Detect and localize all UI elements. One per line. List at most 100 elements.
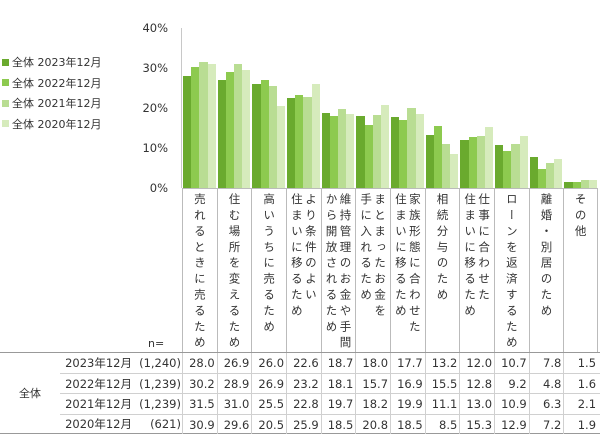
legend-swatch-icon: [2, 120, 9, 128]
table-cell: 7.2: [528, 414, 564, 434]
category-label-text: 維持管理のお金や手間 から開放されるため: [324, 189, 352, 353]
table-cell: 15.7: [355, 374, 390, 394]
bar: [260, 80, 269, 188]
chart-legend: 全体 2023年12月 全体 2022年12月 全体 2021年12月全体 2020…: [2, 52, 102, 134]
table-cell: 18.7: [320, 353, 356, 374]
bar: [580, 179, 589, 188]
bar-group: [494, 28, 529, 188]
category-label: ローンを返済するため: [494, 189, 529, 353]
y-tick-40: 40%: [142, 21, 168, 35]
table-cell: 11.1: [424, 394, 460, 414]
y-axis-line: [181, 28, 182, 188]
bar: [346, 114, 355, 188]
row-period: 2023年12月: [65, 356, 132, 371]
table-cell: 16.9: [390, 374, 425, 394]
legend-swatch-icon: [2, 99, 9, 107]
bar: [217, 80, 226, 188]
category-label-line: より条件のよい: [303, 193, 318, 305]
legend-label: 全体 2022年12月: [12, 76, 102, 90]
table-cell: 31.5: [182, 394, 217, 414]
table-cell: 15.3: [459, 414, 494, 434]
bar: [450, 154, 459, 188]
table-cell: 6.3: [528, 394, 564, 414]
category-label-text: ローンを返済するため: [505, 189, 519, 353]
bar-group: [217, 28, 252, 188]
table-cell: 30.9: [182, 414, 217, 434]
table-cell: 18.1: [320, 374, 356, 394]
category-label: より条件のよい 住まいに移るため: [286, 189, 321, 353]
bar: [468, 136, 477, 188]
group-label: 全体: [19, 387, 41, 400]
table-cell: 18.0: [355, 353, 390, 374]
bar: [199, 62, 208, 188]
n-label: n=: [148, 337, 165, 350]
bar: [564, 182, 573, 188]
category-label: 離婚・別居のため: [528, 189, 564, 353]
legend-item: 全体 2023年12月: [2, 52, 102, 73]
bar-group: [563, 28, 598, 188]
table-cell: 19.9: [390, 394, 425, 414]
table-cell: 13.0: [459, 394, 494, 414]
category-label-line: 相続分与のため: [435, 193, 450, 305]
table-cell: 18.5: [390, 414, 425, 434]
legend-item: 全体 2020年12月: [2, 114, 102, 135]
bar: [252, 84, 261, 188]
bar: [554, 159, 563, 188]
bar: [311, 84, 320, 188]
table-cell: 12.8: [459, 374, 494, 394]
bar: [183, 76, 192, 188]
table-cell: 30.2: [182, 374, 217, 394]
bar: [321, 113, 330, 188]
table-cell: 15.5: [424, 374, 460, 394]
legend-swatch-icon: [2, 58, 9, 66]
category-label-line: ローンを返済するため: [504, 193, 519, 352]
category-label-text: 離婚・別居のため: [539, 189, 553, 353]
bar-group: [425, 28, 460, 188]
table-cell: 17.7: [390, 353, 425, 374]
row-n: (1,239): [139, 396, 181, 411]
table-cell: 20.8: [355, 414, 390, 434]
bar: [234, 64, 243, 188]
category-label: 売れるときに売るため: [182, 189, 217, 353]
category-label-text: その他: [574, 189, 588, 353]
y-tick-10: 10%: [142, 141, 168, 155]
category-label-line: 高いうちに売るため: [262, 193, 277, 337]
category-label-line: から開放されるため: [324, 193, 339, 337]
table-cell: 25.9: [286, 414, 321, 434]
table-cell: 10.9: [494, 394, 529, 414]
legend-label: 全体 2021年12月: [12, 97, 102, 111]
table-cell: 4.8: [528, 374, 564, 394]
bar: [338, 109, 347, 188]
category-label-line: 住まいに移るため: [393, 193, 408, 321]
row-n: (1,240): [139, 356, 181, 371]
bar: [364, 125, 373, 188]
category-label-text: 高いうちに売るため: [262, 189, 276, 353]
category-label-text: 家族形態に合わせた 住まいに移るため: [394, 189, 422, 353]
table-row: 2023年12月 (1,240) 28.0 26.9 26.0 22.6 18.7 18.0 1…: [60, 353, 600, 374]
bar: [546, 162, 555, 188]
table-row: 2020年12月 (621) 30.9 29.6 20.5 25.9 18.5 20.8 18.…: [60, 413, 600, 434]
bar: [191, 67, 200, 188]
table-cell: 23.2: [286, 374, 321, 394]
table-row: 2021年12月 (1,239) 31.5 31.0 25.5 22.8 19.7 18.2 1…: [60, 393, 600, 414]
category-label-line: まとまったお金を: [373, 193, 388, 321]
table-cell: 12.9: [494, 414, 529, 434]
bar-group: [529, 28, 564, 188]
table-cell: 12.0: [459, 353, 494, 374]
bar: [519, 136, 528, 188]
table-row: 2022年12月 (1,239) 30.2 28.9 26.9 23.2 18.1 15.7 1…: [60, 373, 600, 394]
table-cell: 8.5: [424, 414, 460, 434]
bar-plot-area: [182, 28, 598, 188]
y-tick-20: 20%: [142, 101, 168, 115]
row-n: (1,239): [139, 376, 181, 391]
table-cell: 1.5: [563, 353, 598, 374]
table-cell: 7.8: [528, 353, 564, 374]
category-label-line: 住まいに移るため: [463, 193, 478, 321]
legend-label: 全体 2023年12月: [12, 56, 102, 70]
bar: [484, 126, 494, 188]
bar: [356, 116, 365, 188]
bar: [537, 168, 547, 188]
table-cell: 1.6: [563, 374, 598, 394]
bar: [415, 114, 424, 188]
bar: [460, 140, 469, 188]
